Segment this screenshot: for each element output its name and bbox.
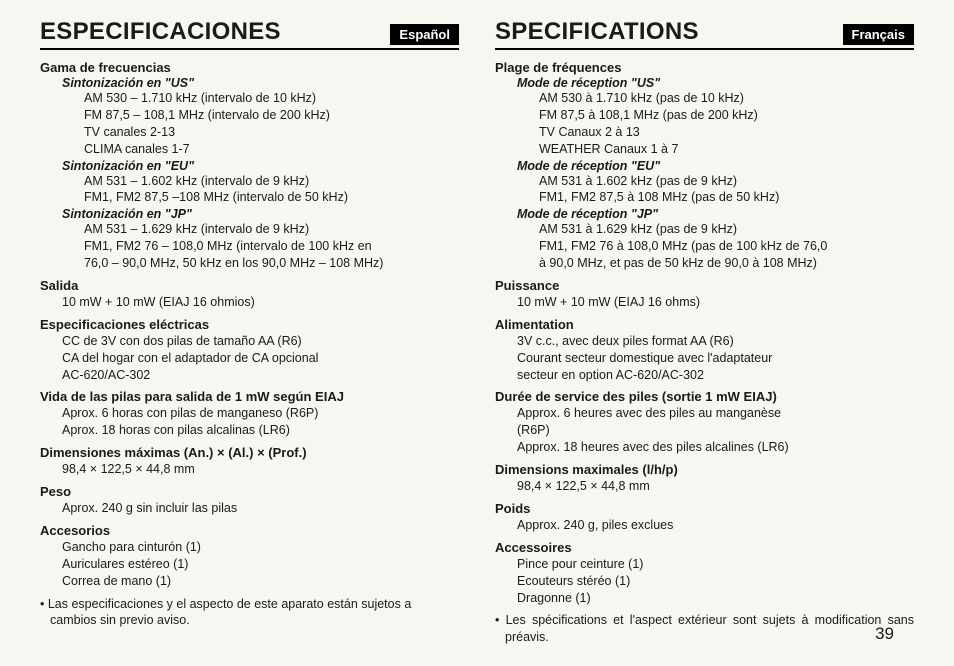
eu-head: Sintonización en "EU" <box>62 159 459 173</box>
spec-line: 10 mW + 10 mW (EIAJ 16 ohms) <box>517 294 914 311</box>
spec-line: AM 531 – 1.602 kHz (intervalo de 9 kHz) <box>84 173 459 190</box>
spec-line: Ecouteurs stéréo (1) <box>517 573 914 590</box>
right-column: SPECIFICATIONS Français Plage de fréquen… <box>495 18 914 646</box>
spec-line: Correa de mano (1) <box>62 573 459 590</box>
spec-line: FM1, FM2 87,5 à 108 MHz (pas de 50 kHz) <box>539 189 914 206</box>
spec-line: Aprox. 240 g sin incluir las pilas <box>62 500 459 517</box>
spec-line: AM 530 – 1.710 kHz (intervalo de 10 kHz) <box>84 90 459 107</box>
page-columns: ESPECIFICACIONES Español Gama de frecuen… <box>40 18 914 646</box>
spec-line: Approx. 240 g, piles exclues <box>517 517 914 534</box>
spec-line: CC de 3V con dos pilas de tamaño AA (R6) <box>62 333 459 350</box>
spec-line: Auriculares estéreo (1) <box>62 556 459 573</box>
right-title: SPECIFICATIONS <box>495 18 699 46</box>
weight-head: Poids <box>495 501 914 516</box>
spec-line: 98,4 × 122,5 × 44,8 mm <box>62 461 459 478</box>
acc-head: Accesorios <box>40 523 459 538</box>
left-note: • Las especificaciones y el aspecto de e… <box>40 596 459 630</box>
spec-line: Approx. 18 heures avec des piles alcalin… <box>517 439 914 456</box>
alim-head: Alimentation <box>495 317 914 332</box>
eu-head: Mode de réception "EU" <box>517 159 914 173</box>
spec-line: Dragonne (1) <box>517 590 914 607</box>
spec-line: AM 531 – 1.629 kHz (intervalo de 9 kHz) <box>84 221 459 238</box>
elec-head: Especificaciones eléctricas <box>40 317 459 332</box>
spec-line: Aprox. 18 horas con pilas alcalinas (LR6… <box>62 422 459 439</box>
spec-line: AM 531 à 1.602 kHz (pas de 9 kHz) <box>539 173 914 190</box>
freq-head: Gama de frecuencias <box>40 60 459 75</box>
spec-line: 76,0 – 90,0 MHz, 50 kHz en los 90,0 MHz … <box>84 255 459 272</box>
freq-head: Plage de fréquences <box>495 60 914 75</box>
spec-line: Courant secteur domestique avec l'adapta… <box>517 350 914 367</box>
spec-line: AM 530 à 1.710 kHz (pas de 10 kHz) <box>539 90 914 107</box>
spec-line: AC-620/AC-302 <box>62 367 459 384</box>
jp-head: Sintonización en "JP" <box>62 207 459 221</box>
spec-line: FM 87,5 à 108,1 MHz (pas de 200 kHz) <box>539 107 914 124</box>
spec-line: CA del hogar con el adaptador de CA opci… <box>62 350 459 367</box>
right-header: SPECIFICATIONS Français <box>495 18 914 50</box>
spec-line: Pince pour ceinture (1) <box>517 556 914 573</box>
output-head: Salida <box>40 278 459 293</box>
battery-head: Vida de las pilas para salida de 1 mW se… <box>40 389 459 404</box>
weight-head: Peso <box>40 484 459 499</box>
us-head: Sintonización en "US" <box>62 76 459 90</box>
spec-line: 3V c.c., avec deux piles format AA (R6) <box>517 333 914 350</box>
spec-line: CLIMA canales 1-7 <box>84 141 459 158</box>
left-title: ESPECIFICACIONES <box>40 18 281 46</box>
jp-head: Mode de réception "JP" <box>517 207 914 221</box>
page-number: 39 <box>875 624 894 644</box>
left-column: ESPECIFICACIONES Español Gama de frecuen… <box>40 18 459 646</box>
spec-line: Approx. 6 heures avec des piles au manga… <box>517 405 914 422</box>
spec-line: FM1, FM2 76 – 108,0 MHz (intervalo de 10… <box>84 238 459 255</box>
spec-line: WEATHER Canaux 1 à 7 <box>539 141 914 158</box>
dim-head: Dimensions maximales (l/h/p) <box>495 462 914 477</box>
left-lang-badge: Español <box>390 24 459 45</box>
spec-line: 10 mW + 10 mW (EIAJ 16 ohmios) <box>62 294 459 311</box>
spec-line: 98,4 × 122,5 × 44,8 mm <box>517 478 914 495</box>
acc-head: Accessoires <box>495 540 914 555</box>
spec-line: à 90,0 MHz, et pas de 50 kHz de 90,0 à 1… <box>539 255 914 272</box>
dim-head: Dimensiones máximas (An.) × (Al.) × (Pro… <box>40 445 459 460</box>
power-head: Puissance <box>495 278 914 293</box>
spec-line: AM 531 à 1.629 kHz (pas de 9 kHz) <box>539 221 914 238</box>
spec-line: Gancho para cinturón (1) <box>62 539 459 556</box>
us-head: Mode de réception "US" <box>517 76 914 90</box>
spec-line: (R6P) <box>517 422 914 439</box>
right-lang-badge: Français <box>843 24 914 45</box>
spec-line: FM1, FM2 87,5 –108 MHz (intervalo de 50 … <box>84 189 459 206</box>
right-note: • Les spécifications et l'aspect extérie… <box>495 612 914 646</box>
spec-line: TV canales 2-13 <box>84 124 459 141</box>
battery-head: Durée de service des piles (sortie 1 mW … <box>495 389 914 404</box>
spec-line: FM1, FM2 76 à 108,0 MHz (pas de 100 kHz … <box>539 238 914 255</box>
spec-line: TV Canaux 2 à 13 <box>539 124 914 141</box>
spec-line: FM 87,5 – 108,1 MHz (intervalo de 200 kH… <box>84 107 459 124</box>
spec-line: Aprox. 6 horas con pilas de manganeso (R… <box>62 405 459 422</box>
left-header: ESPECIFICACIONES Español <box>40 18 459 50</box>
spec-line: secteur en option AC-620/AC-302 <box>517 367 914 384</box>
